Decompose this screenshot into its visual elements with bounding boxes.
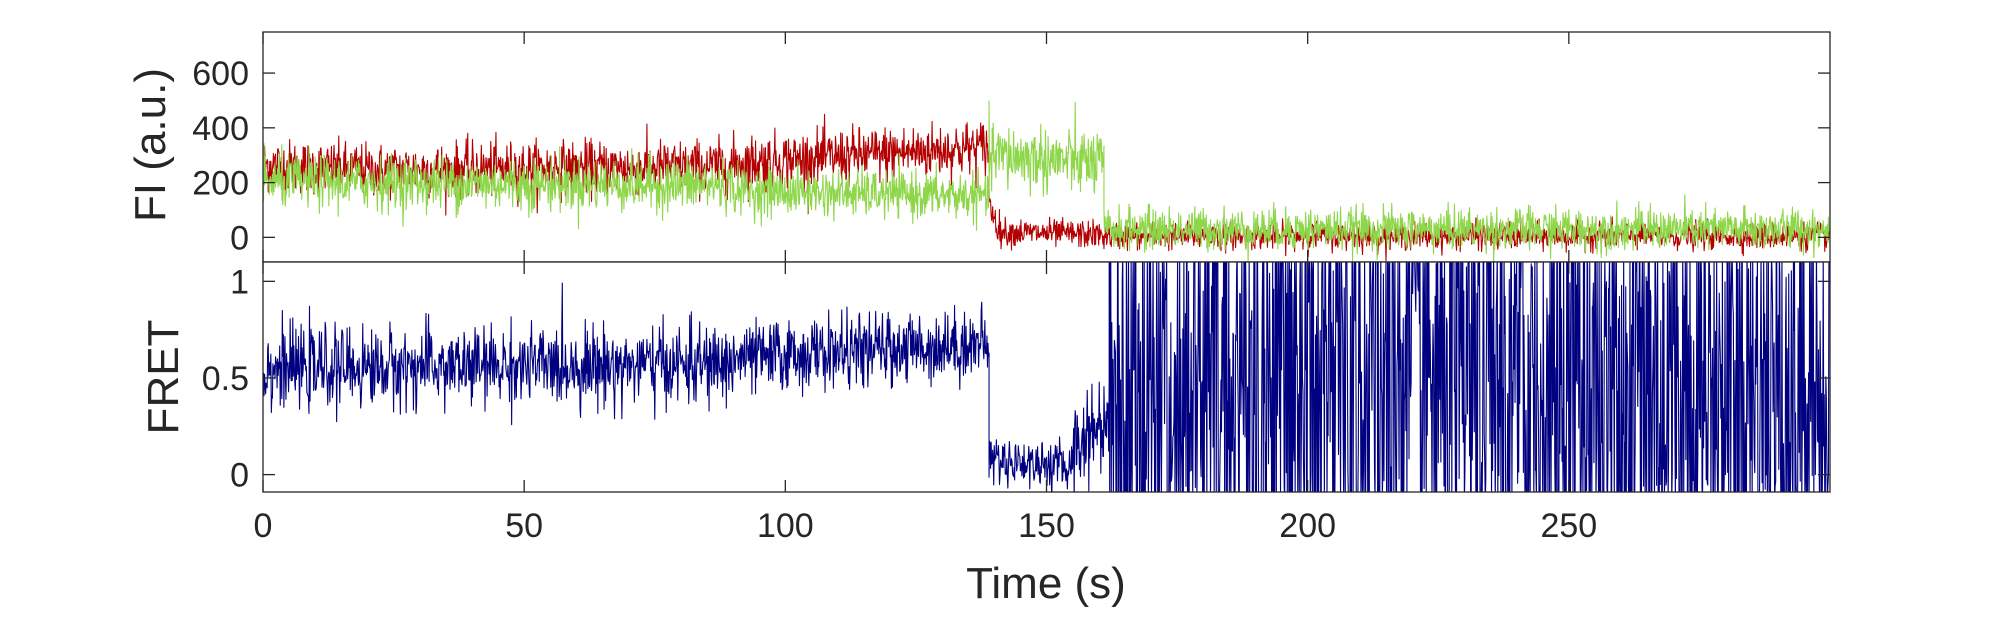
time-x-tick-label: 0 xyxy=(254,507,273,545)
time-x-tick-label: 250 xyxy=(1540,507,1597,545)
time-x-tick-label: 150 xyxy=(1018,507,1075,545)
time-x-tick-label: 50 xyxy=(505,507,543,545)
intensity-y-axis-label: FI (a.u.) xyxy=(126,68,175,222)
fret-panel: 00.51 0 50 100 150 200 250 FRET Time (s) xyxy=(139,261,1831,608)
intensity-traces xyxy=(263,100,1830,262)
intensity-y-tick-label: 0 xyxy=(230,219,249,257)
time-x-axis-label: Time (s) xyxy=(966,559,1126,608)
fret-y-tick-label: 0.5 xyxy=(202,360,249,398)
fret-y-tick-label: 0 xyxy=(230,457,249,495)
time-x-tick-label: 100 xyxy=(757,507,814,545)
fret-series-fret-line xyxy=(263,262,1830,492)
fret-y-axis-label: FRET xyxy=(139,320,188,435)
intensity-panel: 0 200 400 600 FI (a.u.) xyxy=(126,31,1831,263)
intensity-y-tick-label: 600 xyxy=(192,55,249,93)
intensity-y-tick-label: 400 xyxy=(192,110,249,148)
intensity-series-donor-line xyxy=(263,100,1830,262)
time-x-tick-label: 200 xyxy=(1279,507,1336,545)
fret-y-ticks: 00.51 xyxy=(202,263,1830,495)
fret-y-tick-label: 1 xyxy=(230,263,249,301)
time-x-ticks: 0 50 100 150 200 250 xyxy=(254,262,1597,545)
intensity-y-ticks: 0 200 400 600 xyxy=(192,32,1830,262)
fret-trace xyxy=(263,262,1830,492)
intensity-y-tick-label: 200 xyxy=(192,165,249,203)
